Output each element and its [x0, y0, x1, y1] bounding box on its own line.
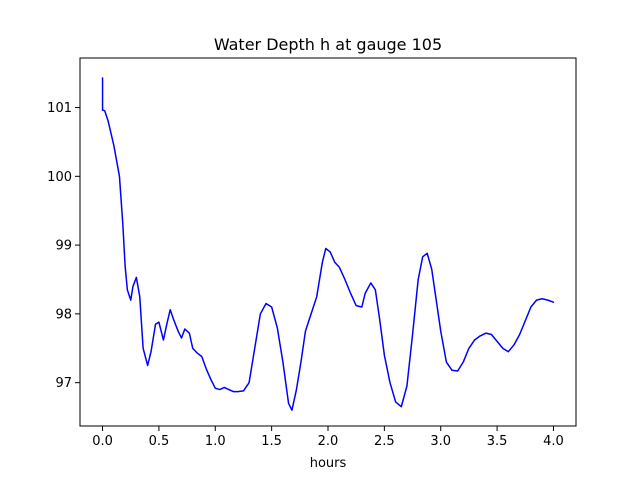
y-tick-label: 101 — [47, 101, 72, 116]
x-tick-label: 3.0 — [430, 434, 451, 449]
x-tick-label: 2.0 — [318, 434, 339, 449]
chart-title: Water Depth h at gauge 105 — [214, 35, 442, 54]
series-line — [101, 77, 555, 411]
x-tick-label: 1.5 — [261, 434, 282, 449]
x-tick-label: 0.5 — [149, 434, 170, 449]
y-tick-label: 99 — [55, 239, 72, 254]
x-tick-label: 1.0 — [205, 434, 226, 449]
x-axis: 0.0 0.5 1.0 1.5 2.0 2.5 3.0 3.5 4.0 — [92, 426, 564, 449]
x-tick-label: 4.0 — [543, 434, 564, 449]
y-axis: 97 98 99 100 101 — [47, 101, 80, 391]
y-tick-label: 97 — [55, 376, 72, 391]
y-tick-label: 98 — [55, 307, 72, 322]
plot-frame — [79, 57, 577, 427]
y-tick-label: 100 — [47, 170, 72, 185]
x-tick-label: 3.5 — [487, 434, 508, 449]
x-tick-label: 0.0 — [92, 434, 113, 449]
x-axis-title: hours — [310, 456, 347, 471]
series-layer — [101, 77, 555, 411]
x-tick-label: 2.5 — [374, 434, 395, 449]
